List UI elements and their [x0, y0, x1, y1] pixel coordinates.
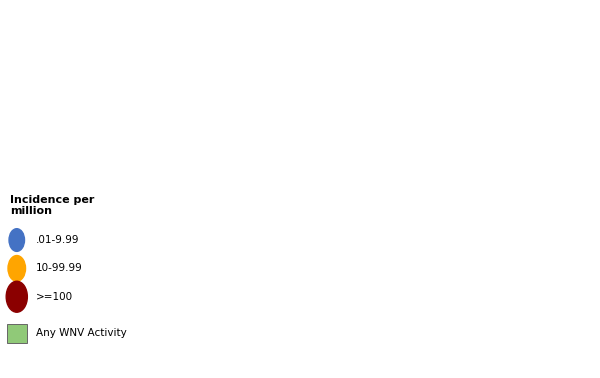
Circle shape [9, 229, 25, 251]
Bar [7, 324, 27, 343]
Text: CDC: CDC [503, 16, 582, 47]
Circle shape [6, 281, 28, 312]
Text: 10-99.99: 10-99.99 [36, 263, 83, 273]
Text: Incidence per
million: Incidence per million [10, 195, 95, 216]
Text: >=100: >=100 [36, 292, 73, 302]
Text: Any WNV Activity: Any WNV Activity [36, 328, 127, 338]
Circle shape [8, 256, 26, 281]
Text: .01-9.99: .01-9.99 [36, 235, 80, 245]
